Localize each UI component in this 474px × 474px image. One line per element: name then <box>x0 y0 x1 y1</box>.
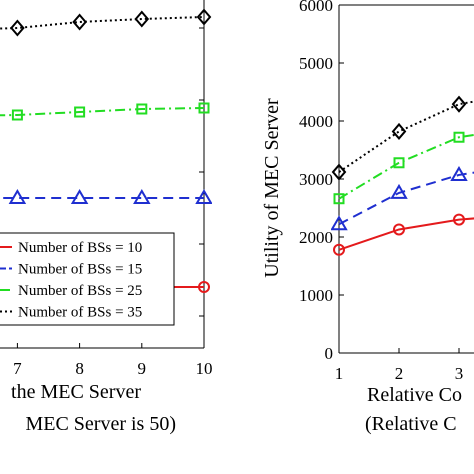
left-series-marker-2 <box>198 102 210 114</box>
legend-label-0: Number of BSs = 10 <box>18 240 142 256</box>
right-ytick-label: 1000 <box>299 286 333 305</box>
left-series-marker-2 <box>11 109 23 121</box>
right-series-marker-1 <box>331 215 348 231</box>
left-xtick-label: 8 <box>75 359 84 378</box>
right-ytick-label: 2000 <box>299 228 333 247</box>
right-ytick-label: 6000 <box>299 0 333 15</box>
left-series-marker-3 <box>10 19 25 37</box>
left-legend: Number of BSs = 10 Number of BSs = 15 Numb… <box>0 232 175 326</box>
left-series-marker-1 <box>8 189 27 204</box>
right-series-marker-2 <box>393 157 405 169</box>
right-series-line-0 <box>338 217 474 251</box>
right-series-marker-3 <box>391 122 407 140</box>
right-xtick-label: 2 <box>395 364 404 383</box>
right-ylabel: Utility of MEC Server <box>261 98 283 278</box>
right-series-marker-2 <box>333 193 345 205</box>
right-ytick-label: 5000 <box>299 54 333 73</box>
right-series-group <box>331 95 474 256</box>
left-xlabel-line2: MEC Server is 50) <box>25 413 176 435</box>
right-series-marker-1 <box>450 165 468 181</box>
left-series-marker-2 <box>136 103 148 115</box>
right-panel: 0 1000 2000 3000 4000 5000 6000 1 2 3 Utility of M… <box>261 0 474 435</box>
right-series-marker-2 <box>453 131 465 143</box>
left-series-marker-1 <box>70 189 89 204</box>
right-series-marker-0 <box>453 213 465 226</box>
right-series-marker-0 <box>393 223 405 236</box>
right-series-marker-3 <box>451 95 467 113</box>
left-series-line-3 <box>0 16 205 30</box>
right-xlabel-line1: Relative Co <box>367 384 462 406</box>
right-series-marker-3 <box>331 163 347 181</box>
legend-label-2: Number of BSs = 25 <box>18 283 142 299</box>
left-series-marker-3 <box>134 10 150 28</box>
legend-label-1: Number of BSs = 15 <box>18 262 142 278</box>
left-xtick-label: 7 <box>13 359 22 378</box>
left-series-marker-3 <box>72 13 87 31</box>
left-series-marker-2 <box>74 106 86 118</box>
right-xtick-label: 3 <box>455 364 464 383</box>
right-xlabel-line2: (Relative C <box>365 413 457 435</box>
left-xlabel-line1: the MEC Server <box>11 381 141 403</box>
left-xtick-label: 9 <box>138 359 147 378</box>
right-ytick-label: 4000 <box>299 112 333 131</box>
right-ytick-label: 3000 <box>299 170 333 189</box>
left-series-line-2 <box>0 107 205 117</box>
right-series-line-2 <box>338 133 474 200</box>
right-ytick-label: 0 <box>325 344 334 363</box>
right-series-marker-1 <box>390 183 408 199</box>
right-series-line-1 <box>338 171 474 226</box>
left-series-marker-1 <box>195 189 212 204</box>
legend-label-3: Number of BSs = 35 <box>18 305 142 321</box>
left-series-marker-0 <box>198 281 210 293</box>
right-xtick-label: 1 <box>335 364 344 383</box>
left-series-marker-1 <box>133 189 151 204</box>
right-series-line-3 <box>338 100 474 173</box>
left-panel: 7 8 9 10 the MEC Server MEC Server is 50) Numb… <box>0 0 213 435</box>
left-xtick-label: 10 <box>196 359 213 378</box>
right-series-marker-0 <box>333 243 345 256</box>
legend-box <box>0 232 175 326</box>
left-series-marker-3 <box>196 8 212 26</box>
